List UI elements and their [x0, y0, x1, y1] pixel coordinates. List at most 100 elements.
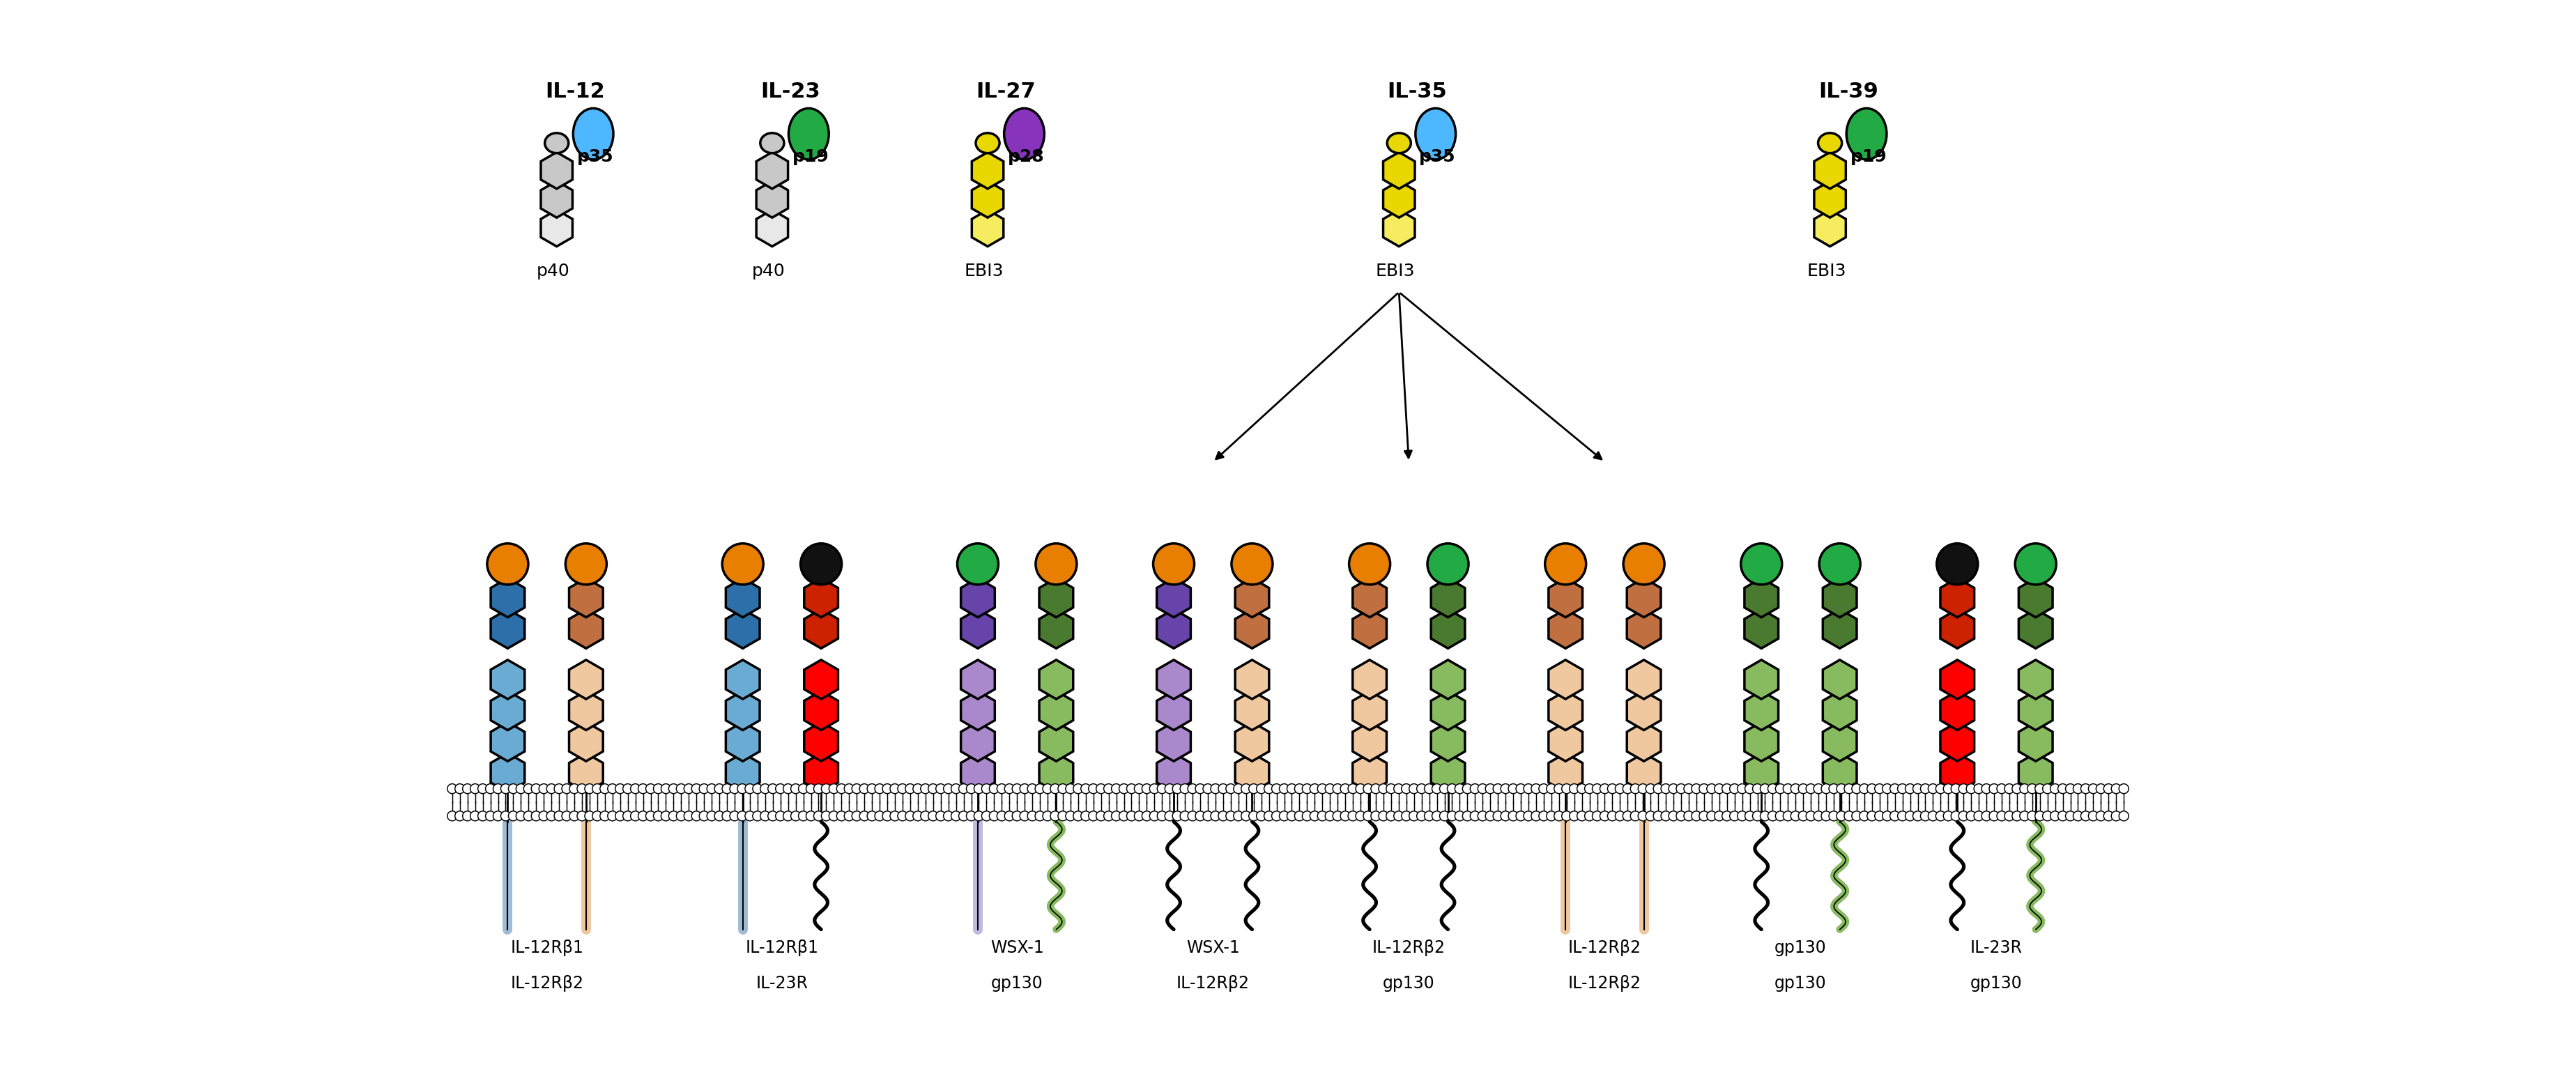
Circle shape [768, 811, 778, 821]
Circle shape [729, 811, 739, 821]
Circle shape [829, 784, 840, 794]
Polygon shape [961, 722, 994, 761]
Polygon shape [971, 153, 1005, 189]
Circle shape [2004, 811, 2014, 821]
Circle shape [752, 784, 762, 794]
Polygon shape [1548, 753, 1582, 793]
Circle shape [876, 784, 884, 794]
Circle shape [2097, 811, 2105, 821]
Circle shape [1133, 784, 1144, 794]
Circle shape [1234, 784, 1244, 794]
Circle shape [1515, 784, 1525, 794]
Polygon shape [1352, 609, 1386, 649]
Polygon shape [492, 578, 526, 618]
Circle shape [943, 811, 953, 821]
Circle shape [1654, 784, 1664, 794]
Circle shape [1837, 784, 1847, 794]
Polygon shape [1157, 659, 1190, 699]
Polygon shape [1940, 753, 1973, 793]
Circle shape [1363, 784, 1373, 794]
Circle shape [927, 784, 938, 794]
Circle shape [1646, 784, 1656, 794]
Circle shape [1806, 784, 1816, 794]
Polygon shape [1038, 722, 1074, 761]
Circle shape [2105, 811, 2112, 821]
Circle shape [623, 784, 634, 794]
Circle shape [1249, 811, 1260, 821]
Polygon shape [1157, 722, 1190, 761]
Circle shape [1942, 784, 1953, 794]
Polygon shape [569, 691, 603, 730]
Text: IL-12: IL-12 [546, 82, 605, 101]
Circle shape [775, 784, 786, 794]
Circle shape [896, 811, 907, 821]
Circle shape [523, 784, 533, 794]
Circle shape [585, 811, 595, 821]
Circle shape [1600, 811, 1610, 821]
Circle shape [935, 784, 945, 794]
Polygon shape [2020, 753, 2053, 793]
Circle shape [2020, 784, 2030, 794]
Polygon shape [1352, 691, 1386, 730]
Polygon shape [804, 578, 837, 618]
Polygon shape [1157, 691, 1190, 730]
Circle shape [1309, 811, 1319, 821]
Circle shape [616, 784, 626, 794]
Polygon shape [1157, 609, 1190, 649]
Circle shape [806, 811, 817, 821]
Circle shape [1515, 811, 1525, 821]
Circle shape [966, 811, 976, 821]
Circle shape [1891, 811, 1899, 821]
Polygon shape [569, 722, 603, 761]
Circle shape [569, 784, 580, 794]
Circle shape [1899, 784, 1906, 794]
Text: WSX-1: WSX-1 [1185, 940, 1239, 956]
Circle shape [791, 784, 801, 794]
Circle shape [2043, 784, 2053, 794]
Circle shape [1340, 784, 1350, 794]
Circle shape [1973, 811, 1984, 821]
Polygon shape [1824, 609, 1857, 649]
Circle shape [1806, 811, 1816, 821]
Circle shape [616, 811, 626, 821]
Circle shape [1417, 784, 1427, 794]
Polygon shape [1548, 691, 1582, 730]
Circle shape [1767, 784, 1777, 794]
Circle shape [2081, 784, 2092, 794]
Circle shape [1097, 811, 1105, 821]
Circle shape [1316, 784, 1327, 794]
Circle shape [837, 784, 848, 794]
Circle shape [1852, 784, 1862, 794]
Polygon shape [1432, 691, 1466, 730]
Circle shape [1875, 784, 1886, 794]
Circle shape [1607, 784, 1618, 794]
Ellipse shape [788, 108, 829, 160]
Circle shape [1154, 543, 1195, 584]
Circle shape [554, 784, 564, 794]
Circle shape [1790, 811, 1801, 821]
Circle shape [654, 784, 662, 794]
Circle shape [1829, 784, 1839, 794]
Text: IL-12Rβ2: IL-12Rβ2 [1373, 940, 1445, 956]
Circle shape [1126, 784, 1136, 794]
Circle shape [487, 543, 528, 584]
Text: IL-12Rβ2: IL-12Rβ2 [1569, 975, 1641, 992]
Circle shape [1471, 811, 1479, 821]
Polygon shape [961, 753, 994, 793]
Circle shape [1043, 784, 1054, 794]
Ellipse shape [544, 133, 569, 154]
Circle shape [1440, 784, 1450, 794]
Circle shape [1561, 811, 1571, 821]
Circle shape [683, 811, 693, 821]
Circle shape [1914, 784, 1922, 794]
Circle shape [1530, 811, 1540, 821]
Circle shape [2066, 784, 2076, 794]
Circle shape [744, 784, 755, 794]
Circle shape [2120, 784, 2128, 794]
Circle shape [951, 811, 961, 821]
Circle shape [1821, 784, 1832, 794]
Circle shape [814, 811, 824, 821]
Circle shape [546, 811, 556, 821]
Circle shape [698, 811, 708, 821]
Circle shape [623, 811, 634, 821]
